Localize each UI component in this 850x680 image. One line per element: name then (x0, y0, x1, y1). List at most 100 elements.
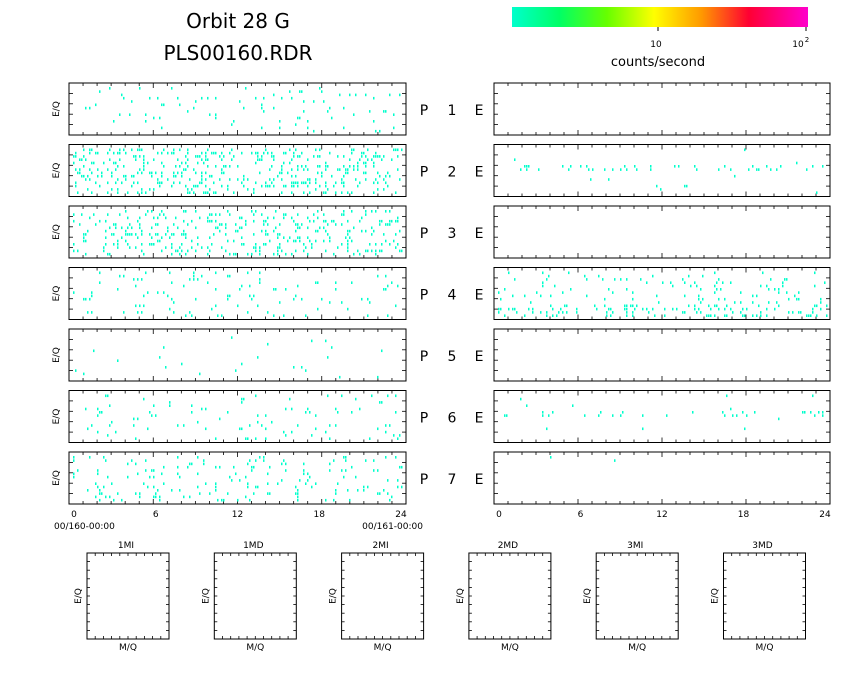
count-mark (552, 307, 554, 311)
count-mark (247, 252, 249, 256)
count-mark (269, 492, 271, 495)
count-mark (83, 236, 85, 239)
count-mark (682, 311, 684, 314)
count-mark (157, 178, 159, 181)
count-mark (682, 278, 684, 281)
count-mark (614, 278, 616, 281)
count-mark (792, 311, 794, 314)
count-mark (141, 233, 143, 236)
count-mark (365, 459, 367, 462)
count-mark (233, 465, 235, 469)
count-mark (179, 165, 181, 168)
count-mark (77, 191, 79, 194)
count-mark (514, 278, 516, 281)
count-mark (243, 178, 245, 181)
count-mark (718, 168, 720, 171)
count-mark (89, 297, 91, 301)
count-mark (241, 243, 243, 246)
count-mark (335, 181, 337, 185)
count-mark (732, 311, 734, 314)
count-mark (672, 284, 674, 288)
count-mark (161, 249, 163, 253)
count-mark (289, 161, 291, 165)
count-mark (271, 420, 273, 424)
count-mark (778, 304, 780, 308)
panel-frame (493, 144, 831, 197)
count-mark (377, 427, 379, 431)
count-mark (806, 168, 808, 171)
count-mark (137, 148, 139, 152)
count-mark (812, 394, 814, 398)
count-mark (107, 394, 109, 398)
count-mark (311, 434, 313, 437)
count-mark (89, 151, 91, 155)
count-mark (303, 191, 305, 194)
count-mark (267, 472, 269, 476)
count-mark (83, 165, 85, 168)
count-mark (347, 246, 349, 249)
count-mark (678, 165, 680, 168)
count-mark (235, 223, 237, 226)
count-mark (99, 489, 101, 492)
count-mark (347, 489, 349, 492)
count-mark (285, 434, 287, 437)
count-mark (109, 404, 111, 407)
count-mark (401, 465, 403, 469)
count-mark (219, 213, 221, 216)
y-axis-label: E/Q (52, 409, 62, 425)
count-mark (760, 314, 762, 317)
count-mark (261, 184, 263, 188)
count-mark (161, 472, 163, 476)
count-mark (291, 191, 293, 194)
count-mark (85, 106, 87, 110)
count-mark (301, 181, 303, 185)
count-mark (265, 184, 267, 188)
count-mark (343, 155, 345, 158)
count-mark (632, 311, 634, 314)
count-mark (255, 394, 257, 398)
count-mark (107, 475, 109, 479)
count-mark (215, 165, 217, 168)
count-mark (181, 243, 183, 246)
count-mark (259, 456, 261, 459)
panel-left-1: E/Q (52, 82, 407, 136)
count-mark (317, 216, 319, 220)
count-mark (201, 181, 203, 185)
count-mark (241, 427, 243, 431)
count-mark (387, 284, 389, 288)
count-mark (145, 459, 147, 462)
count-mark (389, 424, 391, 427)
count-mark (393, 126, 395, 130)
count-mark (387, 492, 389, 495)
count-mark (199, 372, 201, 376)
count-mark (347, 191, 349, 194)
count-mark (143, 252, 145, 256)
count-mark (724, 314, 726, 317)
count-mark (357, 184, 359, 188)
count-mark (187, 148, 189, 152)
count-mark (279, 233, 281, 236)
count-mark (279, 223, 281, 226)
count-mark (293, 297, 295, 301)
count-mark (307, 236, 309, 239)
count-mark (664, 307, 666, 311)
count-mark (349, 165, 351, 168)
count-mark (341, 301, 343, 304)
mass-panel-title: 3MD (752, 541, 772, 551)
count-mark (309, 219, 311, 223)
count-mark (604, 304, 606, 308)
count-mark (347, 229, 349, 233)
count-mark (95, 482, 97, 485)
count-mark (89, 148, 91, 152)
count-mark (572, 404, 574, 407)
count-mark (91, 311, 93, 314)
count-mark (381, 158, 383, 161)
count-mark (221, 498, 223, 502)
count-mark (135, 304, 137, 308)
count-mark (283, 314, 285, 317)
count-mark (814, 271, 816, 275)
time-end-label: 00/161-00:00 (362, 522, 423, 532)
count-mark (173, 233, 175, 236)
count-mark (125, 233, 127, 236)
y-axis-label: E/Q (52, 101, 62, 117)
